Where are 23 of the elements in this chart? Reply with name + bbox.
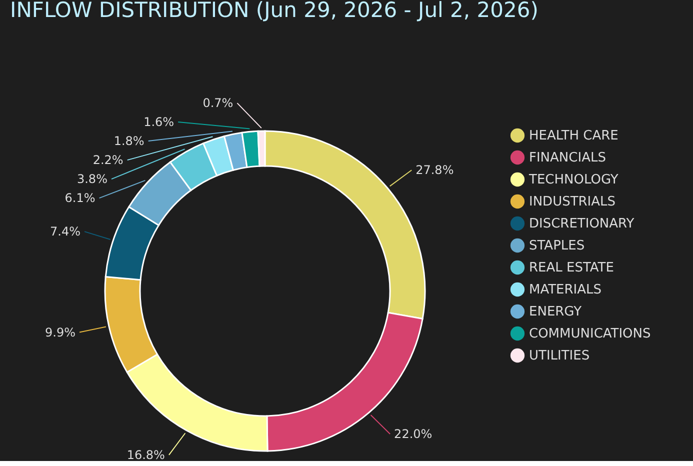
data-label: 16.8%	[126, 448, 165, 462]
legend-label: REAL ESTATE	[529, 260, 614, 276]
data-label: 3.8%	[76, 172, 108, 186]
data-label: 2.2%	[92, 153, 124, 168]
legend-label: DISCRETIONARY	[529, 216, 634, 232]
legend-label: ENERGY	[529, 304, 582, 320]
legend-label: HEALTH CARE	[529, 128, 618, 144]
chart-title: INFLOW DISTRIBUTION (Jun 29, 2026 - Jul 2, 2026)	[10, 0, 538, 22]
legend-label: FINANCIALS	[529, 150, 606, 166]
data-label: 9.9%	[45, 325, 76, 340]
legend-label: MATERIALS	[529, 282, 602, 298]
data-label: 1.6%	[144, 115, 174, 130]
data-label: 27.8%	[416, 163, 454, 178]
legend-label: COMMUNICATIONS	[529, 326, 651, 342]
data-label: 1.8%	[114, 134, 144, 148]
legend-label: UTILITIES	[529, 348, 590, 364]
data-label: 6.1%	[64, 191, 96, 206]
legend-label: INDUSTRIALS	[529, 194, 616, 210]
data-label: 22.0%	[394, 427, 432, 442]
legend-label: TECHNOLOGY	[528, 172, 618, 188]
legend-label: STAPLES	[529, 238, 585, 254]
data-label: 7.4%	[50, 224, 81, 239]
data-label: 0.7%	[202, 96, 234, 110]
